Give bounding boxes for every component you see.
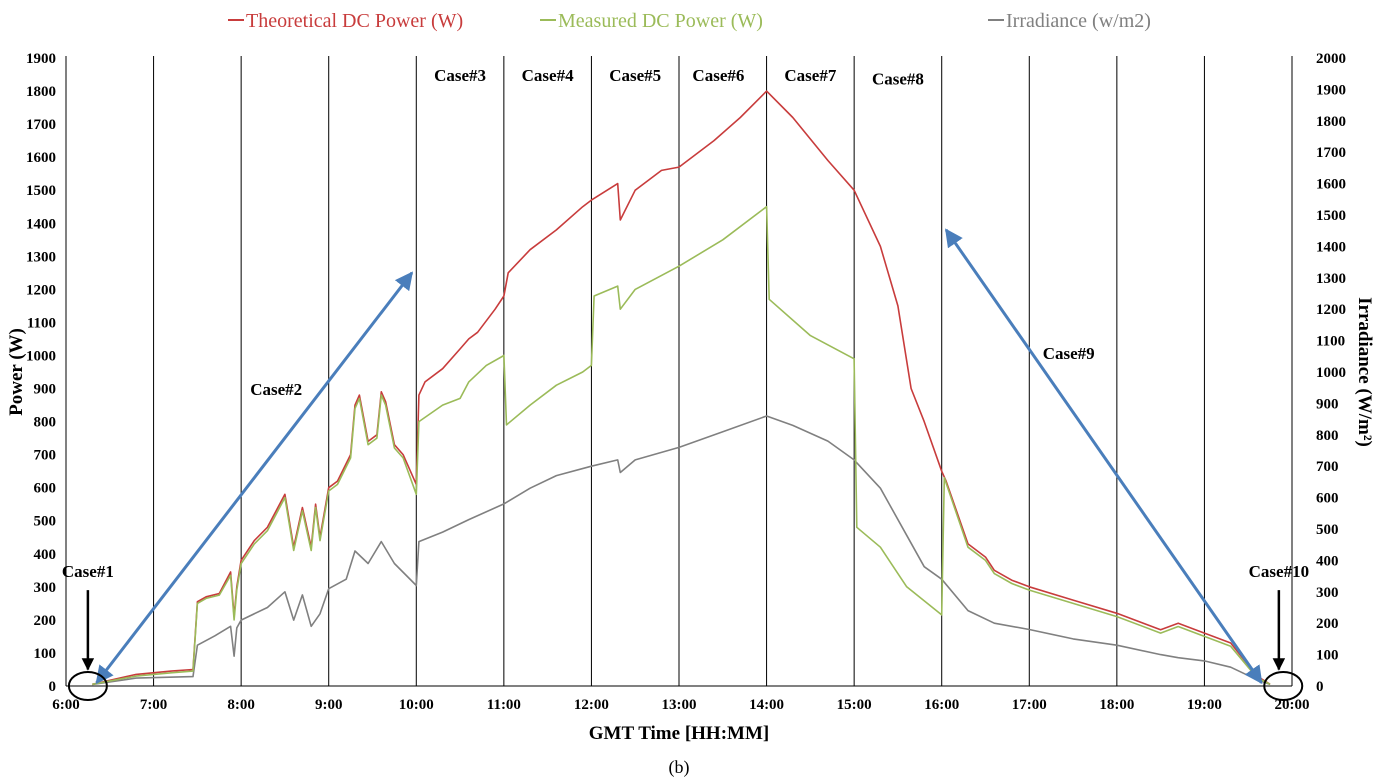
x-tick-label: 14:00 xyxy=(749,697,784,713)
x-tick-label: 13:00 xyxy=(662,697,697,713)
y-right-tick-label: 1400 xyxy=(1316,239,1346,255)
y-left-tick-label: 700 xyxy=(34,448,57,464)
x-axis-title: GMT Time [HH:MM] xyxy=(589,723,769,744)
y-right-tick-label: 1300 xyxy=(1316,271,1346,287)
y-right-axis-title: Irradiance (W/m²) xyxy=(1354,297,1375,447)
y-right-tick-label: 1700 xyxy=(1316,145,1346,161)
y-left-tick-label: 200 xyxy=(34,613,57,629)
x-tick-label: 16:00 xyxy=(924,697,959,713)
y-right-tick-label: 100 xyxy=(1316,648,1339,664)
case-marker-ellipse xyxy=(67,671,108,701)
y-left-tick-label: 1800 xyxy=(26,84,56,100)
y-right-tick-label: 600 xyxy=(1316,491,1339,507)
trend-arrows xyxy=(95,228,1263,685)
case-label: Case#6 xyxy=(692,66,744,85)
y-left-tick-label: 600 xyxy=(34,481,57,497)
y-left-tick-label: 300 xyxy=(34,580,57,596)
x-tick-label: 7:00 xyxy=(140,697,168,713)
y-left-tick-label: 1300 xyxy=(26,249,56,265)
legend: Theoretical DC Power (W) Measured DC Powe… xyxy=(228,10,1151,32)
x-tick-label: 12:00 xyxy=(574,697,609,713)
case-label: Case#2 xyxy=(250,380,302,399)
x-tick-label: 17:00 xyxy=(1012,697,1047,713)
case-label: Case#9 xyxy=(1043,344,1095,363)
y-right-tick-label: 1900 xyxy=(1316,82,1346,98)
case-label: Case#5 xyxy=(609,66,661,85)
case-label: Case#8 xyxy=(872,69,924,88)
y-right-tick-label: 400 xyxy=(1316,553,1339,569)
y-left-tick-label: 1500 xyxy=(26,183,56,199)
x-tick-label: 10:00 xyxy=(399,697,434,713)
y-right-tick-label: 700 xyxy=(1316,459,1339,475)
y-right-tick-label: 900 xyxy=(1316,396,1339,412)
case-label: Case#4 xyxy=(522,66,574,85)
axis-titles: GMT Time [HH:MM] Power (W) Irradiance (W… xyxy=(6,297,1375,778)
case-marker-ellipse xyxy=(1263,671,1304,701)
y-left-tick-labels: 0 100 200 300 400 500 600 700 800 900 1000 1100 1200… xyxy=(26,51,56,695)
x-tick-label: 8:00 xyxy=(227,697,255,713)
case-label: Case#1 xyxy=(62,562,114,581)
y-right-tick-label: 1800 xyxy=(1316,114,1346,130)
y-right-tick-label: 2000 xyxy=(1316,51,1346,67)
y-left-tick-label: 1000 xyxy=(26,348,56,364)
figure-caption: (b) xyxy=(669,757,690,778)
x-tick-label: 20:00 xyxy=(1275,697,1310,713)
y-left-tick-label: 1200 xyxy=(26,282,56,298)
case-label: Case#7 xyxy=(784,66,836,85)
y-left-tick-label: 0 xyxy=(49,679,57,695)
y-right-tick-label: 0 xyxy=(1316,679,1324,695)
y-left-tick-label: 100 xyxy=(34,646,57,662)
legend-label: Measured DC Power (W) xyxy=(558,10,763,32)
case-label: Case#10 xyxy=(1249,562,1309,581)
case-label: Case#3 xyxy=(434,66,486,85)
case-labels: Case#1 Case#2 Case#3 Case#4 Case#5 Case#6 Case… xyxy=(62,66,1309,701)
y-right-tick-label: 300 xyxy=(1316,585,1339,601)
x-tick-label: 15:00 xyxy=(837,697,872,713)
x-tick-labels: 6:00 7:00 8:00 9:00 10:00 11:00 12:00 13:00 14:0… xyxy=(52,697,1309,713)
y-left-tick-label: 1400 xyxy=(26,216,56,232)
legend-label: Irradiance (w/m2) xyxy=(1006,10,1151,32)
y-right-tick-labels: 0 100 200 300 400 500 600 700 800 900 1000 1100 1200… xyxy=(1316,51,1346,695)
x-tick-label: 11:00 xyxy=(487,697,521,713)
y-left-axis-title: Power (W) xyxy=(6,328,27,416)
y-left-tick-label: 1600 xyxy=(26,150,56,166)
x-tick-label: 18:00 xyxy=(1099,697,1134,713)
y-right-tick-label: 1200 xyxy=(1316,302,1346,318)
y-left-tick-label: 500 xyxy=(34,514,57,530)
x-tick-label: 19:00 xyxy=(1187,697,1222,713)
y-right-tick-label: 500 xyxy=(1316,522,1339,538)
y-right-tick-label: 1100 xyxy=(1316,334,1345,350)
legend-label: Theoretical DC Power (W) xyxy=(246,10,463,32)
trend-arrow xyxy=(95,271,414,685)
series-line xyxy=(92,205,1271,686)
y-left-tick-label: 400 xyxy=(34,547,57,563)
x-tick-label: 6:00 xyxy=(52,697,80,713)
y-right-tick-label: 200 xyxy=(1316,616,1339,632)
axes xyxy=(65,56,1293,687)
y-left-tick-label: 800 xyxy=(34,415,57,431)
y-right-tick-label: 1500 xyxy=(1316,208,1346,224)
y-right-tick-label: 1600 xyxy=(1316,177,1346,193)
y-left-tick-label: 1100 xyxy=(27,315,56,331)
x-tick-label: 9:00 xyxy=(315,697,343,713)
y-left-tick-label: 900 xyxy=(34,382,57,398)
y-left-tick-label: 1900 xyxy=(26,51,56,67)
trend-arrow xyxy=(944,228,1263,685)
y-left-tick-label: 1700 xyxy=(26,117,56,133)
y-right-tick-label: 1000 xyxy=(1316,365,1346,381)
y-right-tick-label: 800 xyxy=(1316,428,1339,444)
